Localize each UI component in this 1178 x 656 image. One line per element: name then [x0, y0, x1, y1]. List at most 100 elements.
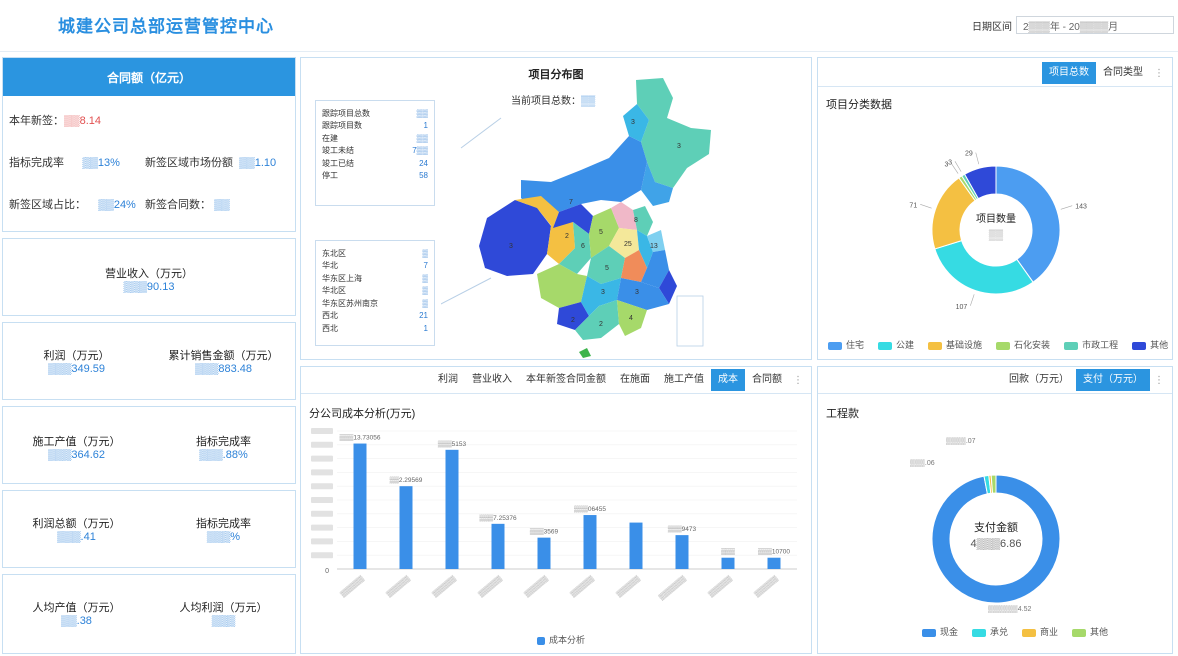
- date-range-picker[interactable]: 2▒▒▒年 - 20▒▒▒▒月: [1016, 16, 1174, 34]
- payment-center-value: 4▒▒▒6.86: [971, 537, 1022, 550]
- status-row[interactable]: 竣工未结 7▒▒: [322, 145, 428, 158]
- legend-label: 现金: [940, 627, 959, 637]
- map-province[interactable]: [633, 206, 653, 236]
- legend-item[interactable]: 市政工程: [1064, 338, 1118, 351]
- legend-item[interactable]: 其他: [1072, 625, 1108, 638]
- map-province[interactable]: [515, 196, 559, 228]
- region-row[interactable]: 华东区上海 ▒: [322, 272, 428, 285]
- donut-slice-住宅[interactable]: [995, 165, 1061, 283]
- bar[interactable]: [629, 522, 643, 569]
- map-province[interactable]: [617, 300, 647, 336]
- legend-item[interactable]: 基础设施: [928, 338, 982, 351]
- status-row[interactable]: 跟踪项目数 1: [322, 120, 428, 133]
- map-province[interactable]: [641, 250, 669, 288]
- map-province[interactable]: [521, 136, 647, 212]
- map-province[interactable]: [637, 230, 653, 268]
- bar[interactable]: [675, 535, 689, 569]
- map-province[interactable]: [581, 276, 621, 316]
- tab-contract[interactable]: 合同额: [752, 374, 782, 385]
- map-province[interactable]: [579, 348, 591, 358]
- legend-item[interactable]: 石化安装: [996, 338, 1050, 351]
- region-row[interactable]: 华北区 ▒: [322, 285, 428, 298]
- map-province[interactable]: [659, 270, 677, 304]
- region-row[interactable]: 华北 7: [322, 260, 428, 273]
- map-province[interactable]: [647, 230, 665, 252]
- map-province[interactable]: [611, 202, 637, 230]
- donut-slice-其他[interactable]: [963, 165, 997, 200]
- x-tick-label: ▒▒▒▒▒▒: [753, 574, 780, 598]
- map-province[interactable]: [636, 78, 711, 188]
- payment-value-label: ▒▒▒.06: [910, 459, 935, 467]
- map-province[interactable]: [641, 162, 673, 206]
- map-province[interactable]: [623, 104, 649, 142]
- map-province[interactable]: [587, 246, 625, 284]
- map-province[interactable]: [557, 302, 589, 330]
- map-province[interactable]: [479, 200, 551, 276]
- status-row[interactable]: 停工 58: [322, 170, 428, 183]
- donut-slice-公建[interactable]: [934, 240, 1034, 295]
- legend-item[interactable]: 公建: [878, 338, 914, 351]
- bar[interactable]: [537, 537, 551, 569]
- region-row[interactable]: 华东区苏州南京 ▒: [322, 297, 428, 310]
- more-icon[interactable]: ⋮: [793, 374, 803, 386]
- contract-card-head[interactable]: 合同额（亿元）: [3, 58, 295, 96]
- bar[interactable]: [721, 557, 735, 569]
- divider: [818, 86, 1172, 87]
- more-icon[interactable]: ⋮: [1154, 67, 1164, 79]
- legend-item[interactable]: 成本分析: [537, 633, 585, 646]
- tab-collection[interactable]: 回款（万元）: [1009, 374, 1069, 385]
- cost-panel: 利润 营业收入 本年新签合同金额 在施面 施工产值 成本 合同额 ⋮ 分公司成本…: [300, 366, 812, 654]
- bar[interactable]: [399, 486, 413, 569]
- map-province[interactable]: [537, 264, 587, 308]
- project-title: 项目分类数据: [826, 99, 892, 111]
- tab-revenue[interactable]: 营业收入: [472, 374, 512, 385]
- legend-label: 公建: [896, 340, 915, 350]
- map-province[interactable]: [589, 208, 619, 258]
- donut-slice-其他[interactable]: [990, 474, 997, 494]
- y-tick-label: [311, 497, 333, 503]
- map-province[interactable]: [617, 278, 669, 310]
- donut-value-label: 71: [909, 202, 917, 209]
- bar[interactable]: [583, 515, 597, 569]
- status-row[interactable]: 竣工已结 24: [322, 157, 428, 170]
- map-province[interactable]: [553, 204, 593, 234]
- legend-swatch: [878, 341, 893, 350]
- legend-label: 成本分析: [549, 635, 586, 645]
- status-row-label: 竣工未结: [322, 146, 354, 156]
- legend-item[interactable]: 承兑: [972, 625, 1008, 638]
- map-province[interactable]: [609, 228, 639, 258]
- donut-slice-现金[interactable]: [931, 474, 1061, 604]
- map-province[interactable]: [547, 222, 575, 264]
- legend-item[interactable]: 商业: [1022, 625, 1058, 638]
- tab-new-contract[interactable]: 本年新签合同金额: [526, 374, 606, 385]
- more-icon[interactable]: ⋮: [1154, 374, 1164, 386]
- bar[interactable]: [767, 557, 781, 569]
- map-province[interactable]: [621, 250, 647, 282]
- tab-payment[interactable]: 支付（万元）: [1076, 369, 1150, 391]
- legend-item[interactable]: 现金: [922, 625, 958, 638]
- tab-project-count[interactable]: 项目总数: [1042, 62, 1096, 84]
- tab-cost[interactable]: 成本: [711, 369, 745, 391]
- status-row[interactable]: 在建 ▒▒: [322, 132, 428, 145]
- map-province[interactable]: [575, 300, 619, 340]
- map-province[interactable]: [559, 222, 591, 274]
- tab-output[interactable]: 施工产值: [664, 374, 704, 385]
- bar[interactable]: [491, 523, 505, 569]
- map-connector-line: [441, 277, 492, 305]
- province-label: 2: [571, 317, 575, 324]
- china-map[interactable]: 3 3 3 2 5 7 6 25 13 8 5 2 3 3 2 4: [441, 78, 741, 358]
- bar[interactable]: [353, 443, 367, 569]
- region-row[interactable]: 西北 21: [322, 310, 428, 323]
- bar[interactable]: [445, 449, 459, 569]
- region-row[interactable]: 西北 1: [322, 322, 428, 335]
- region-row[interactable]: 东北区 ▒: [322, 247, 428, 260]
- legend-item[interactable]: 其他: [1132, 338, 1168, 351]
- tab-contract-type[interactable]: 合同类型: [1103, 67, 1143, 78]
- map-connector-line: [460, 117, 502, 149]
- status-row[interactable]: 跟踪项目总数 ▒▒: [322, 107, 428, 120]
- per-capita-profit-label: 人均利润（万元）: [179, 602, 268, 614]
- tab-profit[interactable]: 利润: [438, 374, 458, 385]
- legend-item[interactable]: 住宅: [828, 338, 864, 351]
- tab-area[interactable]: 在施面: [620, 374, 650, 385]
- x-tick-label: ▒▒▒▒▒▒: [385, 574, 412, 598]
